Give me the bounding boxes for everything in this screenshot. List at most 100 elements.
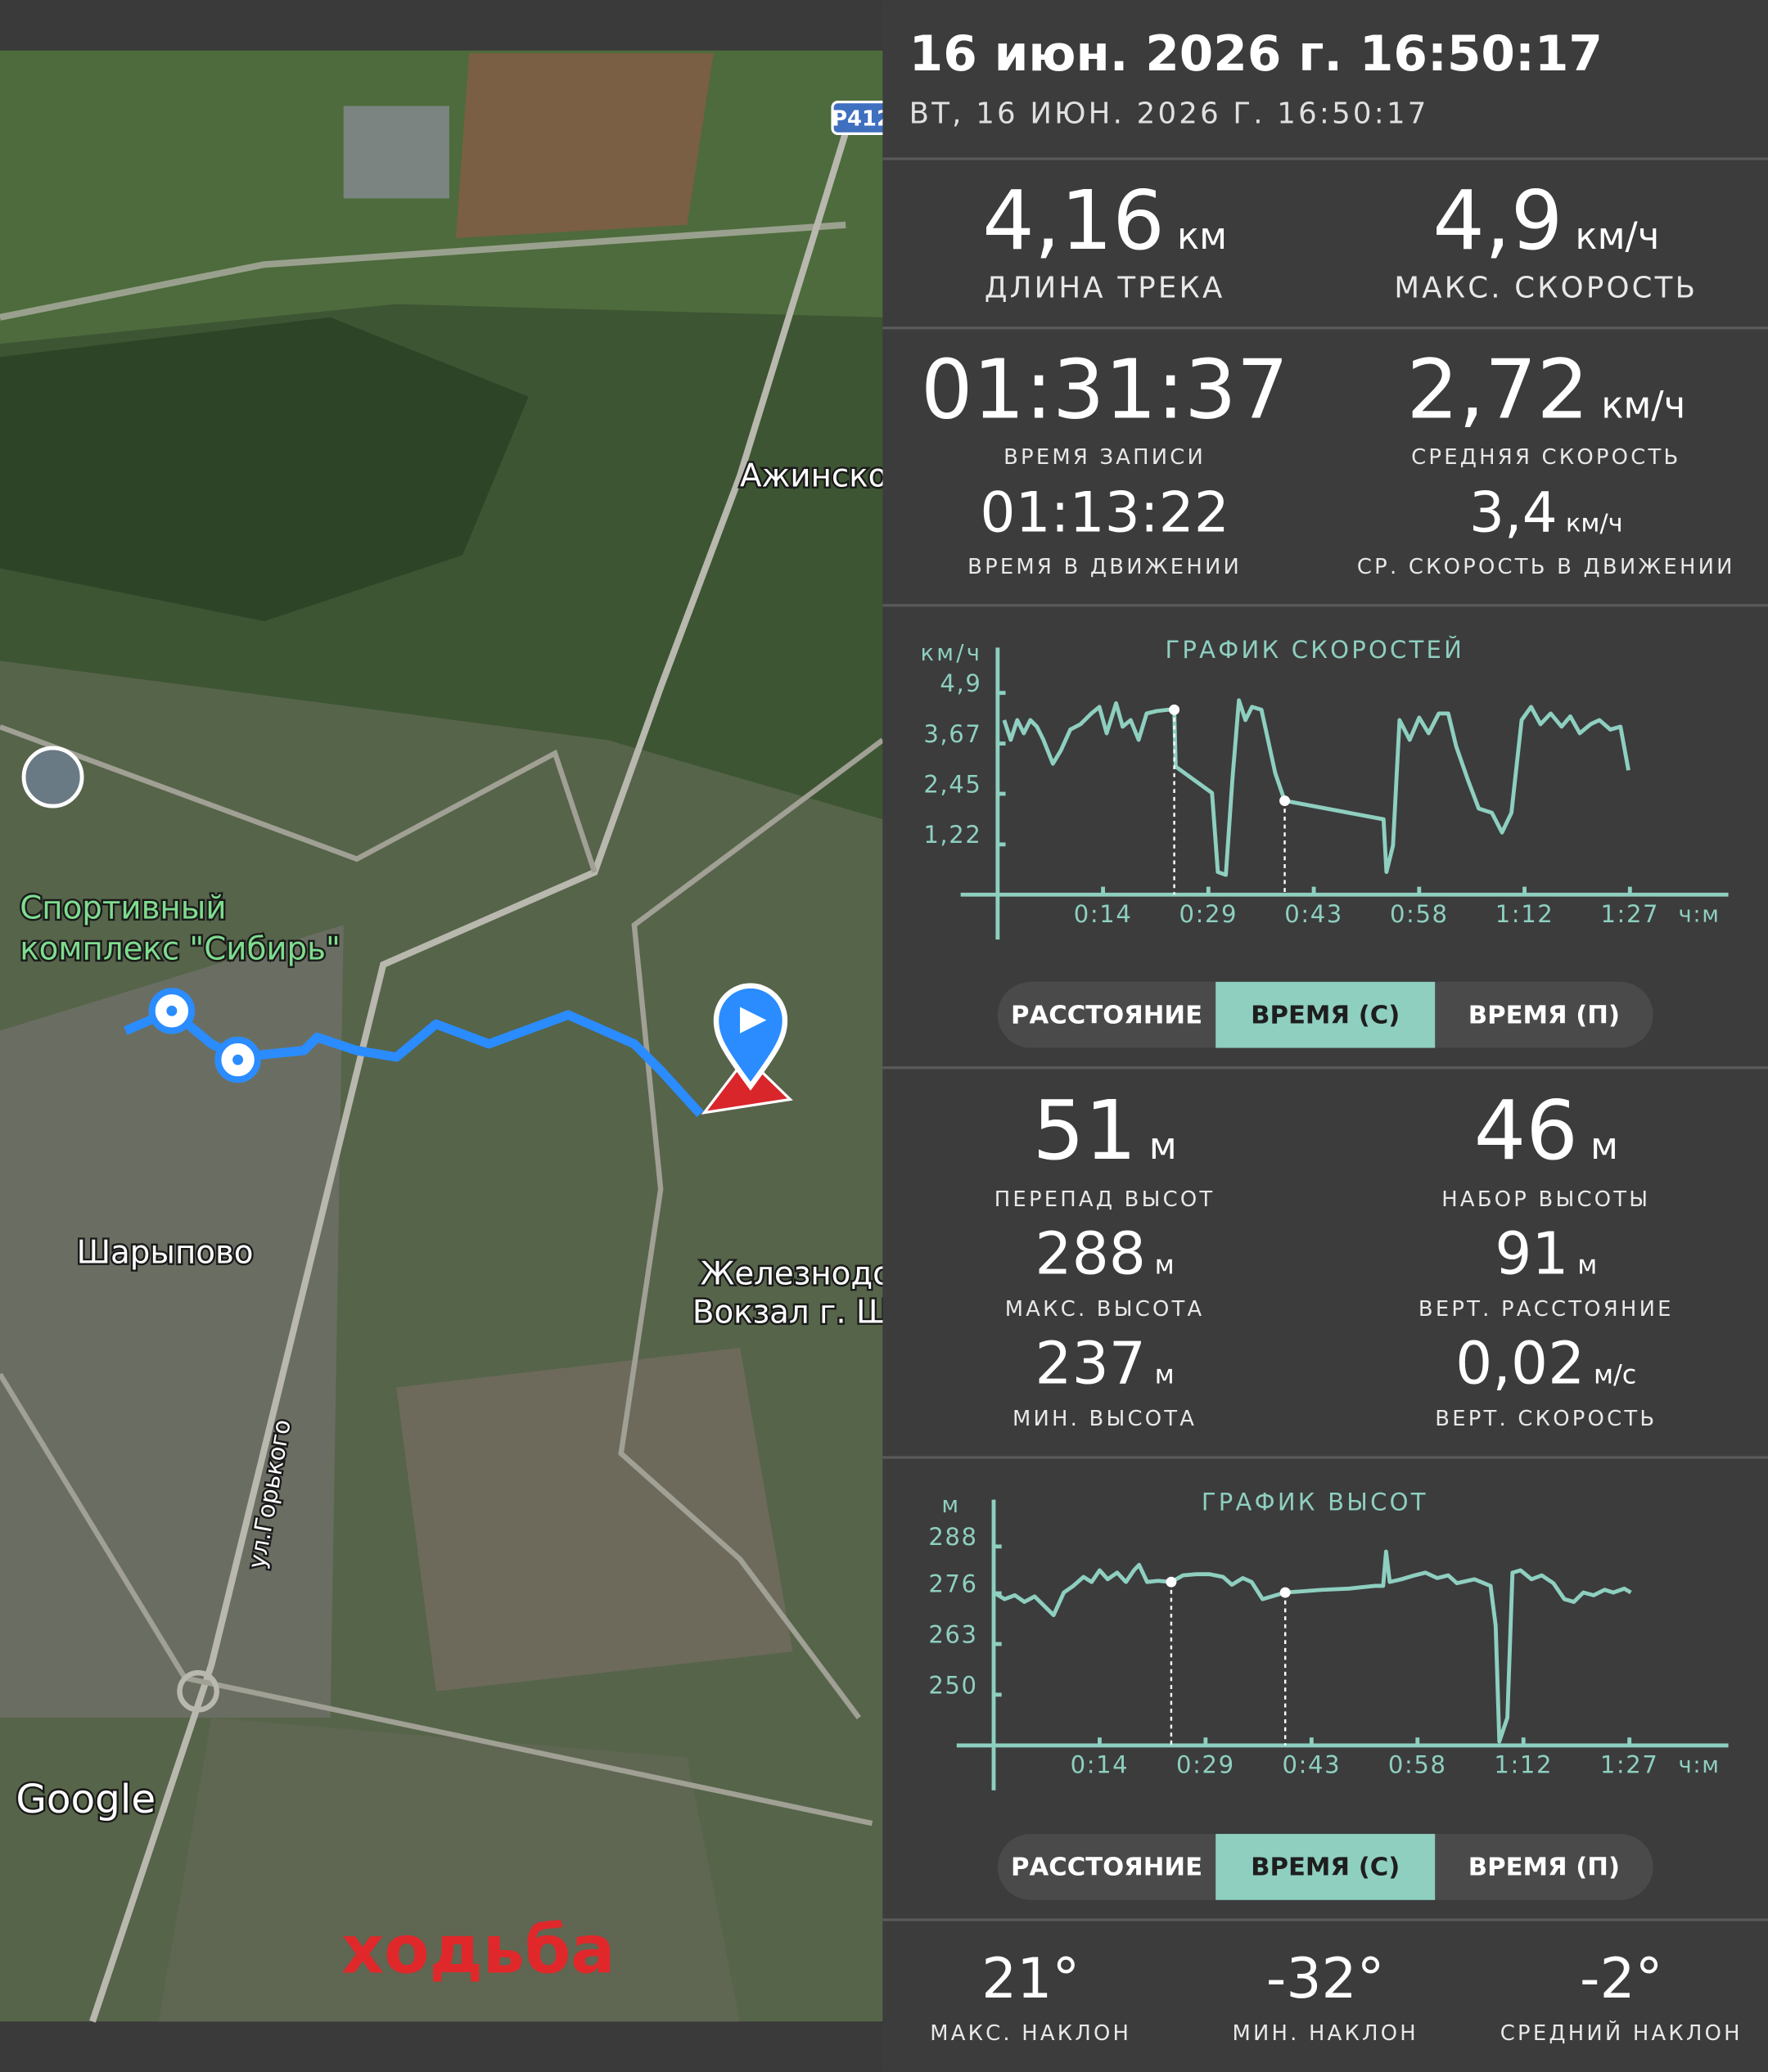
buildings — [343, 106, 449, 199]
stat-value: -2° — [1580, 1946, 1663, 2011]
y-tick-label: 2,45 — [923, 770, 981, 798]
y-tick-label: 288 — [928, 1523, 977, 1551]
waypoint-dot — [232, 1054, 244, 1065]
stat-label: ВЕРТ. РАССТОЯНИЕ — [1418, 1297, 1674, 1322]
stat-unit: м — [1155, 1250, 1175, 1281]
stat-label: МИН. ВЫСОТА — [1013, 1407, 1197, 1431]
tab[interactable]: ВРЕМЯ (П) — [1468, 1854, 1620, 1882]
x-tick-label: 1:27 — [1600, 1751, 1659, 1779]
stat-value: -32° — [1266, 1946, 1385, 2011]
marker-dot — [1169, 704, 1180, 715]
chart-title: ГРАФИК ВЫСОТ — [1202, 1488, 1428, 1516]
road — [0, 221, 846, 321]
stat-label: СР. СКОРОСТЬ В ДВИЖЕНИИ — [1357, 555, 1735, 579]
stat-number: -32° — [1266, 1946, 1385, 2011]
tab[interactable]: РАССТОЯНИЕ — [1011, 1854, 1202, 1882]
stat-value: 2,72 км/ч — [1406, 341, 1685, 437]
x-tick-label: 0:43 — [1282, 1751, 1341, 1779]
industrial — [396, 1347, 793, 1691]
stat-label: ПЕРЕПАД ВЫСОТ — [994, 1187, 1216, 1212]
stat-number: 288 — [1035, 1220, 1146, 1288]
road — [89, 131, 850, 2023]
stat-label: МАКС. СКОРОСТЬ — [1394, 272, 1698, 305]
header-title: 16 июн. 2026 г. 16:50:17 — [909, 26, 1603, 83]
stat-label: ВРЕМЯ ЗАПИСИ — [1004, 445, 1206, 470]
x-tick-label: 1:12 — [1495, 900, 1554, 928]
map-label: Шарыпово — [77, 1235, 254, 1272]
x-axis-label: ч:м — [1679, 903, 1721, 928]
road — [618, 737, 885, 1719]
x-tick-label: 0:58 — [1390, 900, 1449, 928]
stat-number: 46 — [1474, 1083, 1578, 1178]
stat-unit: км/ч — [1575, 214, 1659, 258]
map[interactable]: Р412 Ажинско Спортивный комплекс "Сибирь… — [0, 50, 914, 2023]
stat-number: 21° — [981, 1946, 1080, 2011]
district — [0, 925, 344, 1718]
marker-dot — [1166, 1576, 1177, 1588]
roundabout — [177, 1669, 219, 1713]
stat-value: 288 м — [1035, 1220, 1174, 1288]
stat-number: 4,16 — [982, 173, 1165, 268]
tab[interactable]: РАССТОЯНИЕ — [1011, 1001, 1202, 1029]
stat-unit: км — [1177, 214, 1227, 258]
stat-value: 01:31:37 — [921, 341, 1288, 437]
stat-number: 237 — [1035, 1330, 1146, 1398]
play-icon — [740, 1007, 767, 1034]
data-line — [1002, 698, 1630, 877]
start-pin[interactable] — [713, 983, 788, 1091]
tab[interactable]: ВРЕМЯ (С) — [1251, 1854, 1400, 1882]
map-label: Ажинско — [740, 457, 887, 494]
stat-unit: км/ч — [1566, 509, 1623, 538]
stat-unit: м — [1590, 1124, 1618, 1168]
stat-value: 91 м — [1495, 1220, 1597, 1288]
stat-value: 237 м — [1035, 1330, 1174, 1398]
map-logo: Google — [16, 1777, 156, 1822]
stat-label: ВЕРТ. СКОРОСТЬ — [1435, 1407, 1657, 1431]
stat-unit: м — [1577, 1250, 1597, 1281]
stat-label: СРЕДНИЙ НАКЛОН — [1500, 2020, 1743, 2046]
y-tick-label: 250 — [928, 1671, 977, 1699]
stat-unit: м — [1155, 1359, 1175, 1390]
stat-unit: м/с — [1594, 1359, 1636, 1390]
stat-number: -2° — [1580, 1946, 1663, 2011]
tab[interactable]: ВРЕМЯ (П) — [1468, 1001, 1620, 1029]
stat-number: 01:31:37 — [921, 341, 1288, 437]
y-tick-label: 276 — [928, 1570, 977, 1597]
stat-value: 3,4 км/ч — [1469, 480, 1623, 544]
map-label: комплекс "Сибирь" — [20, 930, 341, 967]
stat-number: 2,72 — [1406, 341, 1589, 437]
stat-number: 01:13:22 — [980, 480, 1229, 544]
chart-title: ГРАФИК СКОРОСТЕЙ — [1165, 636, 1464, 664]
stat-number: 0,02 — [1455, 1330, 1585, 1398]
x-tick-label: 0:14 — [1074, 900, 1133, 928]
y-tick-label: 3,67 — [923, 720, 981, 748]
stat-number: 91 — [1495, 1220, 1568, 1288]
x-tick-label: 0:43 — [1284, 900, 1343, 928]
y-axis-label: км/ч — [921, 641, 983, 666]
stat-unit: км/ч — [1601, 383, 1685, 426]
x-tick-label: 1:12 — [1494, 1751, 1553, 1779]
stat-value: 4,9 км/ч — [1432, 173, 1659, 268]
y-tick-label: 1,22 — [923, 821, 981, 849]
x-tick-label: 0:29 — [1179, 900, 1238, 928]
field — [455, 52, 714, 238]
x-tick-label: 0:14 — [1071, 1751, 1130, 1779]
poi-icon[interactable] — [21, 745, 84, 809]
stat-label: МИН. НАКЛОН — [1232, 2021, 1418, 2046]
forest — [0, 317, 529, 622]
tab[interactable]: ВРЕМЯ (С) — [1251, 1001, 1400, 1029]
stat-value: 21° — [981, 1946, 1080, 2011]
track — [124, 1006, 704, 1118]
stat-value: 01:13:22 — [980, 480, 1229, 544]
stat-number: 4,9 — [1432, 173, 1563, 268]
marker-dot — [1279, 1587, 1291, 1598]
stat-number: 3,4 — [1469, 480, 1558, 544]
y-tick-label: 263 — [928, 1620, 977, 1648]
stat-label: ВРЕМЯ В ДВИЖЕНИИ — [967, 555, 1242, 579]
tab-active-bg — [1216, 1834, 1436, 1900]
stat-unit: м — [1149, 1124, 1177, 1168]
stat-value: 46 м — [1474, 1083, 1618, 1178]
stat-value: 4,16 км — [982, 173, 1227, 268]
marker-dot — [1279, 795, 1291, 807]
